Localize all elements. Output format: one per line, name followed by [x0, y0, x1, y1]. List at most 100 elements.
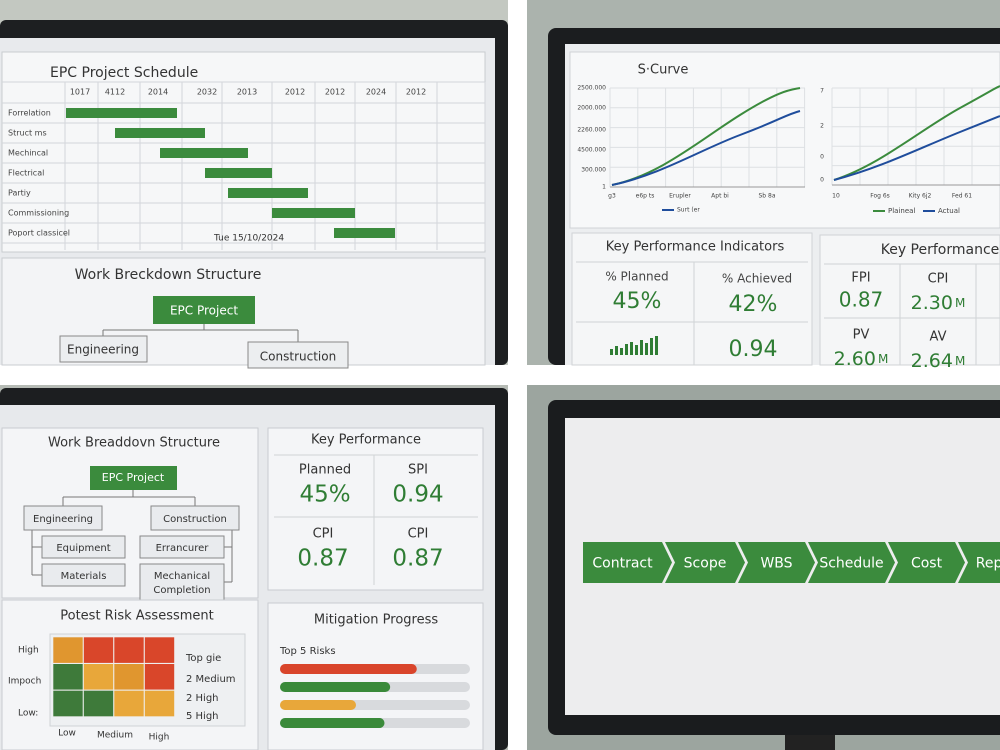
workflow-step: [808, 542, 895, 583]
workflow-step-label: Scope: [684, 556, 727, 572]
heat-cell: [144, 663, 175, 691]
sparkbar-icon: [655, 336, 658, 355]
sparkbar-icon: [610, 349, 613, 355]
kpi-value: 0.87: [297, 546, 348, 572]
column-header: 2032: [197, 88, 217, 97]
kpi-value: 0.94: [392, 482, 443, 508]
column-header: 2014: [148, 88, 168, 97]
heat-cell: [113, 663, 145, 691]
workflow: Contract Scope WBS Schedule Cost Report: [583, 542, 1000, 583]
heat-cell: [52, 690, 84, 717]
kpi-value: 42%: [729, 292, 778, 317]
column-header: 2012: [406, 88, 426, 97]
legend-label: Surt (er: [677, 207, 700, 214]
kpi-value: 2.30 M: [911, 292, 966, 314]
sparkbar-icon: [640, 340, 643, 355]
kpi-value: 0.94: [729, 337, 778, 362]
gantt-bar: [115, 128, 205, 138]
panel: [571, 232, 813, 366]
heat-cell: [52, 663, 84, 691]
kpi-label: FPI: [851, 271, 870, 286]
y-tick-label: 2: [820, 123, 824, 130]
kpi-value: 45%: [613, 289, 662, 314]
panel-title: Work Breckdown Structure: [75, 267, 262, 283]
x-tick-label: Kity 6j2: [909, 193, 932, 200]
wbs-node: [139, 535, 225, 559]
kpi-number: 2.30: [911, 292, 953, 314]
kpi-label: % Achieved: [722, 272, 792, 286]
heat-cell: [83, 636, 114, 664]
wbs-node: [41, 563, 126, 587]
gantt-bar: [334, 228, 395, 238]
column-header: 2012: [325, 88, 345, 97]
kpi-value: 45%: [299, 482, 350, 508]
gantt-bar: [228, 188, 308, 198]
kpi-label: % Planned: [605, 270, 668, 284]
wbs-node: [59, 335, 148, 363]
x-tick-label: Apt bi: [711, 193, 729, 200]
y-tick-label: 7: [820, 88, 824, 95]
y-tick-label: 2000.000: [577, 105, 606, 112]
risk-note: 5 High: [186, 711, 219, 722]
sparkbar-icon: [615, 346, 618, 355]
kpi-label: CPI: [408, 527, 429, 542]
workflow-step-label: Contract: [592, 556, 653, 572]
gantt-bar: [66, 108, 177, 118]
sparkbar-icon: [625, 344, 628, 355]
heat-cell: [83, 690, 114, 717]
wbs-node-label: EPC Project: [102, 471, 165, 484]
y-tick-label: 4500.000: [577, 147, 606, 154]
progress-bar: [280, 700, 356, 710]
date-label: Tue 15/10/2024: [213, 234, 284, 244]
panel-title: Potest Risk Assessment: [60, 609, 214, 624]
heat-cell: [52, 636, 84, 664]
y-tick-label: 0: [820, 177, 824, 184]
wbs-node: [23, 505, 103, 531]
x-tick-label: Fed 61: [952, 193, 972, 200]
y-tick-label: 2260.000: [577, 127, 606, 134]
risk-note: 2 High: [186, 693, 219, 704]
heat-cell: [113, 636, 145, 664]
panel-title: Work Breaddovn Structure: [48, 436, 220, 451]
workflow-step: [665, 542, 745, 583]
axis-label: Medium: [97, 731, 133, 741]
progress-bar: [280, 664, 417, 674]
workflow-step: [738, 542, 815, 583]
sparkbar-icon: [630, 342, 633, 355]
task-label: Flectrical: [8, 169, 44, 178]
gantt-bar: [205, 168, 272, 178]
wbs-node-label: Completion: [153, 585, 210, 596]
wbs-node: [139, 563, 225, 601]
axis-label: Impoch: [8, 677, 41, 687]
sparkbar-icon: [645, 343, 648, 355]
wbs-node-label: Engineering: [67, 343, 139, 357]
sparkbar-icon: [635, 345, 638, 355]
axis-label: High: [18, 646, 39, 656]
axis-label: High: [149, 733, 170, 743]
workflow-step: [583, 542, 672, 583]
wbs-node: [41, 535, 126, 559]
kpi-label: PV: [853, 328, 870, 343]
panel: [569, 51, 1000, 229]
panel-title: Key Performance: [881, 242, 1000, 258]
panel-subtitle: Top 5 Risks: [279, 646, 336, 657]
curve-planned: [611, 87, 801, 186]
monitor-stand: [785, 735, 835, 750]
kpi-value: 2.64 M: [911, 350, 966, 372]
gantt-bar: [272, 208, 355, 218]
workflow-step-label: Schedule: [819, 556, 883, 572]
x-tick-label: Sb 8a: [758, 193, 775, 200]
y-tick-label: 300.000: [581, 167, 606, 174]
panel-title: Key Performance: [311, 433, 421, 448]
panel-title: S·Curve: [638, 63, 689, 78]
panel: [819, 234, 1000, 366]
wbs-node-label: Construction: [163, 514, 227, 525]
kpi-value: 2.60 M: [834, 348, 889, 370]
wbs-node-label: Mechanical: [154, 571, 210, 582]
risk-note: 2 Medium: [186, 674, 236, 685]
task-label: Commissioning: [8, 209, 69, 218]
y-tick-label: 2500.000: [577, 85, 606, 92]
task-label: Struct ms: [8, 129, 47, 138]
